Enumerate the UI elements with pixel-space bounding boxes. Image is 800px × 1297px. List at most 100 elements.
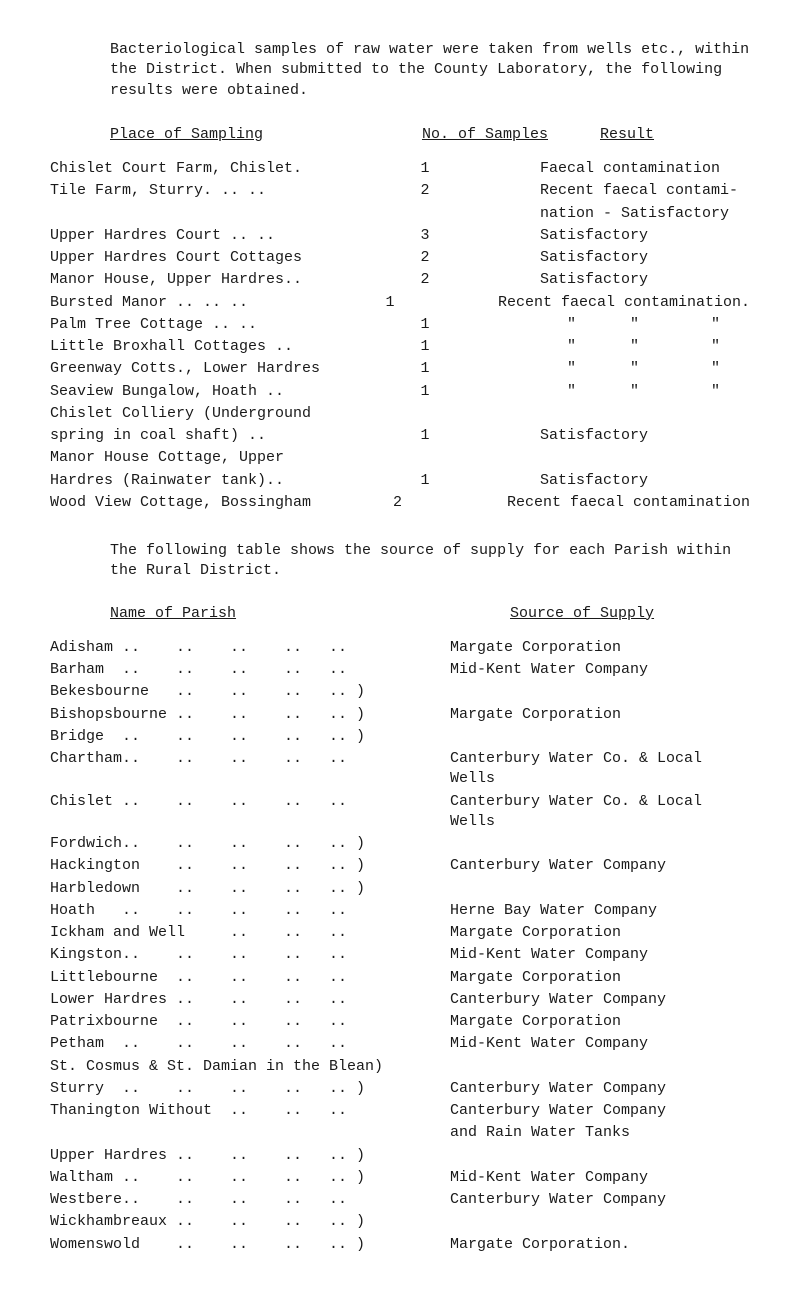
table-row: Hoath .. .. .. .. ..Herne Bay Water Comp… xyxy=(50,901,750,921)
result-cell: " " " xyxy=(500,337,750,357)
num-cell: 1 xyxy=(350,337,500,357)
table-row: Thanington Without .. .. ..Canterbury Wa… xyxy=(50,1101,750,1121)
num-cell: 1 xyxy=(322,293,458,313)
supply-table: Name of Parish Source of Supply Adisham … xyxy=(50,604,750,1255)
header-parish: Name of Parish xyxy=(110,605,236,622)
result-cell: Recent faecal contamination. xyxy=(458,293,750,313)
result-cell xyxy=(500,404,750,424)
parish-cell: Bekesbourne .. .. .. .. ) xyxy=(50,682,430,702)
parish-cell: Chartham.. .. .. .. .. xyxy=(50,749,430,790)
source-cell: Margate Corporation xyxy=(430,638,750,658)
table-row: Chartham.. .. .. .. ..Canterbury Water C… xyxy=(50,749,750,790)
table-row: Bursted Manor .. .. ..1Recent faecal con… xyxy=(50,293,750,313)
parish-cell: Womenswold .. .. .. .. ) xyxy=(50,1235,430,1255)
parish-cell: Petham .. .. .. .. .. xyxy=(50,1034,430,1054)
result-cell: Satisfactory xyxy=(500,426,750,446)
num-cell: 1 xyxy=(350,315,500,335)
parish-cell: Kingston.. .. .. .. .. xyxy=(50,945,430,965)
parish-cell: Patrixbourne .. .. .. .. xyxy=(50,1012,430,1032)
table-row: Petham .. .. .. .. ..Mid-Kent Water Comp… xyxy=(50,1034,750,1054)
place-cell: Upper Hardres Court Cottages xyxy=(50,248,350,268)
parish-cell: Bridge .. .. .. .. .. ) xyxy=(50,727,430,747)
parish-cell: Ickham and Well .. .. .. xyxy=(50,923,430,943)
intro-paragraph: Bacteriological samples of raw water wer… xyxy=(110,40,750,101)
table-row: Hardres (Rainwater tank)..1Satisfactory xyxy=(50,471,750,491)
parish-cell: Hoath .. .. .. .. .. xyxy=(50,901,430,921)
source-cell: Canterbury Water Company xyxy=(430,1190,750,1210)
parish-cell: Thanington Without .. .. .. xyxy=(50,1101,430,1121)
header-result: Result xyxy=(600,126,654,143)
header-source: Source of Supply xyxy=(510,605,654,622)
num-cell: 3 xyxy=(350,226,500,246)
parish-cell: Fordwich.. .. .. .. .. ) xyxy=(50,834,430,854)
table-row: Wood View Cottage, Bossingham2Recent fae… xyxy=(50,493,750,513)
place-cell: Palm Tree Cottage .. .. xyxy=(50,315,350,335)
parish-cell xyxy=(50,1123,430,1143)
table-row: Kingston.. .. .. .. ..Mid-Kent Water Com… xyxy=(50,945,750,965)
table-row: Bishopsbourne .. .. .. .. )Margate Corpo… xyxy=(50,705,750,725)
table-row: Seaview Bungalow, Hoath ..1 " " " xyxy=(50,382,750,402)
table-row: Tile Farm, Sturry. .. ..2Recent faecal c… xyxy=(50,181,750,201)
parish-cell: Waltham .. .. .. .. .. ) xyxy=(50,1168,430,1188)
parish-cell: Chislet .. .. .. .. .. xyxy=(50,792,430,833)
result-cell: " " " xyxy=(500,359,750,379)
place-cell: Manor House Cottage, Upper xyxy=(50,448,350,468)
source-cell: Canterbury Water Company xyxy=(430,990,750,1010)
place-cell: Manor House, Upper Hardres.. xyxy=(50,270,350,290)
result-cell: nation - Satisfactory xyxy=(500,204,750,224)
result-cell: Satisfactory xyxy=(500,248,750,268)
source-cell xyxy=(430,834,750,854)
table-row: Greenway Cotts., Lower Hardres1 " " " xyxy=(50,359,750,379)
sampling-table: Place of Sampling No. of Samples Result … xyxy=(50,125,750,513)
source-cell: Mid-Kent Water Company xyxy=(430,945,750,965)
table-row: Manor House Cottage, Upper xyxy=(50,448,750,468)
table-row: Upper Hardres .. .. .. .. ) xyxy=(50,1146,750,1166)
table-row: Chislet .. .. .. .. ..Canterbury Water C… xyxy=(50,792,750,833)
num-cell xyxy=(350,448,500,468)
result-cell: Recent faecal contami- xyxy=(500,181,750,201)
source-cell xyxy=(430,1057,750,1077)
num-cell xyxy=(350,404,500,424)
num-cell: 1 xyxy=(350,359,500,379)
source-cell: Canterbury Water Co. & Local Wells xyxy=(430,792,750,833)
parish-cell: Hackington .. .. .. .. ) xyxy=(50,856,430,876)
header-num: No. of Samples xyxy=(422,126,548,143)
parish-cell: Barham .. .. .. .. .. xyxy=(50,660,430,680)
result-cell: Recent faecal contamination xyxy=(467,493,750,513)
place-cell: Hardres (Rainwater tank).. xyxy=(50,471,350,491)
parish-cell: Wickhambreaux .. .. .. .. ) xyxy=(50,1212,430,1232)
parish-cell: Sturry .. .. .. .. .. ) xyxy=(50,1079,430,1099)
table-row: Waltham .. .. .. .. .. )Mid-Kent Water C… xyxy=(50,1168,750,1188)
table-row: Palm Tree Cottage .. ..1 " " " xyxy=(50,315,750,335)
table-row: Chislet Court Farm, Chislet.1Faecal cont… xyxy=(50,159,750,179)
table-row: Hackington .. .. .. .. )Canterbury Water… xyxy=(50,856,750,876)
table-row: Lower Hardres .. .. .. ..Canterbury Wate… xyxy=(50,990,750,1010)
source-cell: Margate Corporation xyxy=(430,1012,750,1032)
source-cell xyxy=(430,1146,750,1166)
parish-cell: Lower Hardres .. .. .. .. xyxy=(50,990,430,1010)
parish-cell: Adisham .. .. .. .. .. xyxy=(50,638,430,658)
num-cell: 2 xyxy=(350,181,500,201)
num-cell: 2 xyxy=(350,248,500,268)
place-cell: Greenway Cotts., Lower Hardres xyxy=(50,359,350,379)
source-cell: Mid-Kent Water Company xyxy=(430,1168,750,1188)
source-cell: Herne Bay Water Company xyxy=(430,901,750,921)
result-cell: Faecal contamination xyxy=(500,159,750,179)
parish-cell: St. Cosmus & St. Damian in the Blean) xyxy=(50,1057,430,1077)
source-cell: Margate Corporation xyxy=(430,705,750,725)
source-cell: Margate Corporation xyxy=(430,968,750,988)
source-cell: Mid-Kent Water Company xyxy=(430,1034,750,1054)
result-cell: Satisfactory xyxy=(500,471,750,491)
table-row: Sturry .. .. .. .. .. )Canterbury Water … xyxy=(50,1079,750,1099)
place-cell xyxy=(50,204,350,224)
table-row: Fordwich.. .. .. .. .. ) xyxy=(50,834,750,854)
source-cell: Canterbury Water Company xyxy=(430,1101,750,1121)
num-cell: 1 xyxy=(350,471,500,491)
table-row: Wickhambreaux .. .. .. .. ) xyxy=(50,1212,750,1232)
result-cell: " " " xyxy=(500,315,750,335)
table-row: Bridge .. .. .. .. .. ) xyxy=(50,727,750,747)
table-row: Adisham .. .. .. .. ..Margate Corporatio… xyxy=(50,638,750,658)
place-cell: Bursted Manor .. .. .. xyxy=(50,293,322,313)
source-cell: Canterbury Water Company xyxy=(430,856,750,876)
table-row: Harbledown .. .. .. .. ) xyxy=(50,879,750,899)
